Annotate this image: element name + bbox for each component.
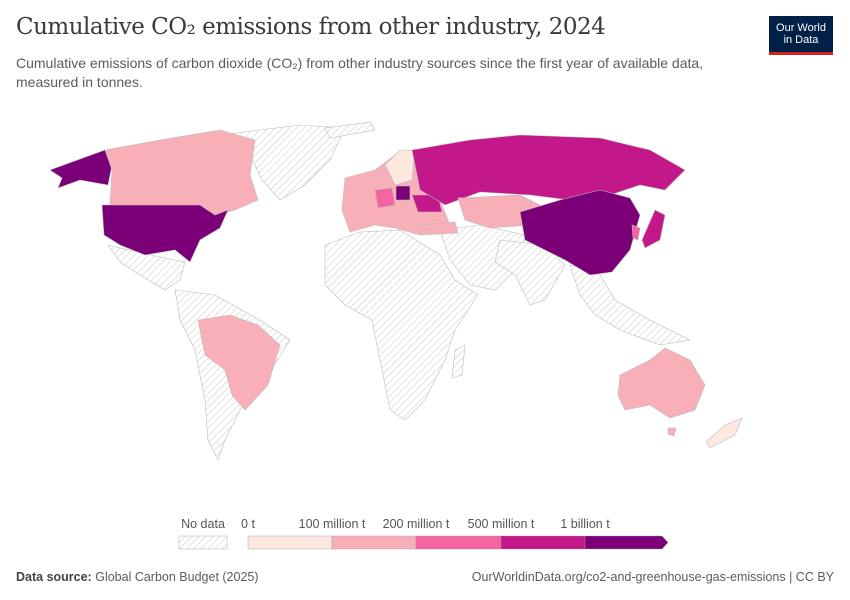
data-source: Data source: Global Carbon Budget (2025)	[16, 570, 259, 584]
logo-line2: in Data	[783, 34, 819, 46]
legend-bin-0[interactable]	[247, 535, 333, 550]
legend-no-data-label: No data	[181, 517, 225, 531]
world-map	[49, 121, 743, 461]
legend-tick-2: 200 million t	[382, 517, 450, 531]
legend-bar	[178, 535, 669, 550]
legend-tick-4: 1 billion t	[560, 517, 610, 531]
chart-title: Cumulative CO₂ emissions from other indu…	[16, 14, 606, 40]
country-tasmania[interactable]	[667, 427, 677, 437]
region-africa[interactable]	[324, 229, 479, 421]
region-central-america[interactable]	[107, 244, 186, 291]
country-brazil[interactable]	[197, 314, 281, 411]
footer-url[interactable]: OurWorldinData.org/co2-and-greenhouse-ga…	[471, 570, 834, 584]
country-japan[interactable]	[641, 209, 666, 249]
region-southeast-asia[interactable]	[569, 264, 691, 346]
region-madagascar[interactable]	[451, 344, 466, 379]
country-new-zealand[interactable]	[705, 417, 743, 449]
region-arctic-islands[interactable]	[324, 121, 376, 139]
source-name[interactable]: Global Carbon Budget (2025)	[95, 570, 259, 584]
logo-line1: Our World	[776, 22, 826, 34]
source-label: Data source:	[16, 570, 92, 584]
country-russia[interactable]	[411, 134, 686, 206]
country-korea[interactable]	[631, 224, 641, 241]
legend-tick-1: 100 million t	[298, 517, 366, 531]
country-canada[interactable]	[104, 129, 259, 216]
country-china[interactable]	[519, 189, 641, 276]
country-turkey[interactable]	[417, 221, 459, 236]
country-germany[interactable]	[374, 187, 396, 209]
legend-bin-4[interactable]	[584, 535, 669, 550]
legend-bin-1[interactable]	[331, 535, 417, 550]
legend-no-data-swatch[interactable]	[178, 535, 228, 550]
legend-bin-3[interactable]	[500, 535, 586, 550]
country-scandinavia[interactable]	[384, 149, 416, 186]
legend-tick-3: 500 million t	[467, 517, 535, 531]
legend-bin-2[interactable]	[415, 535, 502, 550]
country-poland[interactable]	[395, 185, 411, 201]
legend-tick-0: 0 t	[241, 517, 255, 531]
country-australia[interactable]	[617, 347, 706, 419]
owid-logo[interactable]: Our World in Data	[769, 16, 833, 55]
country-alaska[interactable]	[49, 149, 113, 189]
chart-subtitle: Cumulative emissions of carbon dioxide (…	[16, 55, 704, 90]
country-usa[interactable]	[101, 204, 229, 263]
